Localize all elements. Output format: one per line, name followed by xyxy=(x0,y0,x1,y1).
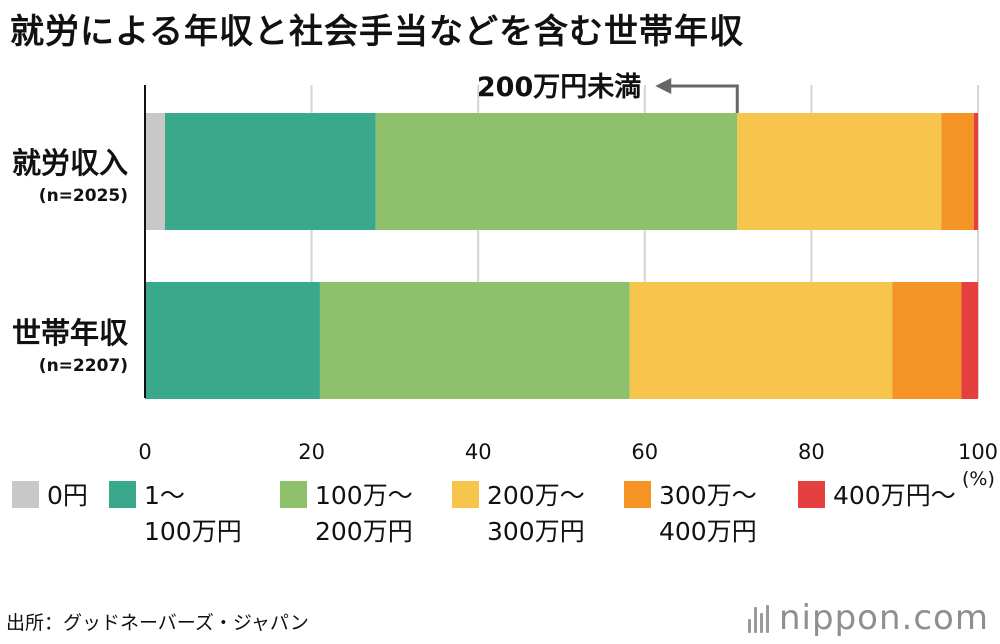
legend-swatch xyxy=(624,481,651,508)
legend-item-100-200man: 100万〜 200万円 xyxy=(280,478,413,550)
annotation-arrow-head xyxy=(655,78,672,94)
legend-item-0yen: 0円 xyxy=(12,478,88,514)
bar-segment-0-3 xyxy=(737,113,942,230)
category-name: 就労収入 xyxy=(11,146,128,180)
x-tick-label: 0 xyxy=(138,440,151,464)
legend-item-1-100man: 1〜 100万円 xyxy=(109,478,242,550)
x-tick-label: 60 xyxy=(631,440,658,464)
legend-label: 100万〜 200万円 xyxy=(315,481,413,546)
chart-title: 就労による年収と社会手当などを含む世帯年収 xyxy=(10,12,744,52)
x-tick-label: 80 xyxy=(798,440,825,464)
legend-label: 1〜 100万円 xyxy=(144,481,242,546)
bar-segment-0-5 xyxy=(973,113,978,230)
category-label-work-income: 就労収入 (n=2025) xyxy=(12,140,128,206)
legend-item-300-400man: 300万〜 400万円 xyxy=(624,478,757,550)
category-name: 世帯年収 xyxy=(11,316,128,350)
bar-segment-1-1 xyxy=(145,282,320,399)
legend-swatch xyxy=(452,481,479,508)
legend-swatch xyxy=(280,481,307,508)
annotation-arrow-line xyxy=(669,84,739,113)
legend-item-200-300man: 200万〜 300万円 xyxy=(452,478,585,550)
legend-item-400man-plus: 400万円〜 xyxy=(798,478,956,514)
x-tick-label: 20 xyxy=(298,440,325,464)
legend-label: 0円 xyxy=(47,481,88,510)
annotation-label: 200万円未満 xyxy=(477,72,641,103)
brand-mark-icon xyxy=(748,603,769,633)
bar-segment-0-0 xyxy=(145,113,165,230)
bar-segment-0-2 xyxy=(375,113,738,230)
legend-swatch xyxy=(12,481,39,508)
category-sample-size: (n=2207) xyxy=(38,356,128,376)
bar-segment-0-1 xyxy=(164,113,376,230)
x-tick-label: 40 xyxy=(465,440,492,464)
bar-segment-1-2 xyxy=(319,282,630,399)
category-sample-size: (n=2025) xyxy=(38,186,128,206)
bar-segment-1-3 xyxy=(629,282,893,399)
legend-label: 400万円〜 xyxy=(833,481,956,510)
legend-swatch xyxy=(798,481,825,508)
legend-label: 200万〜 300万円 xyxy=(487,481,585,546)
bar-segment-0-4 xyxy=(941,113,974,230)
brand-logo: nippon.com xyxy=(748,598,989,638)
legend-label: 300万〜 400万円 xyxy=(659,481,757,546)
legend-swatch xyxy=(109,481,136,508)
source-note: 出所：グッドネーバーズ・ジャパン xyxy=(6,612,309,634)
category-label-household-income: 世帯年収 (n=2207) xyxy=(12,310,128,376)
x-axis-unit: (%) xyxy=(962,468,995,490)
brand-name: nippon.com xyxy=(779,598,989,638)
bar-segment-1-5 xyxy=(961,282,978,399)
bar-segment-1-4 xyxy=(892,282,962,399)
x-tick-label: 100 xyxy=(958,440,998,464)
